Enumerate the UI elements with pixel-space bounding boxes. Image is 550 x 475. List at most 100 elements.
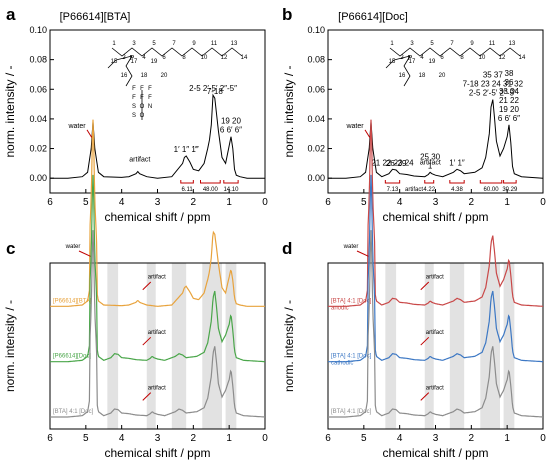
hexyl-arm bbox=[385, 55, 411, 69]
annotation-arrow bbox=[420, 392, 430, 401]
alkyl-chain bbox=[111, 47, 243, 57]
annotation-water: water bbox=[343, 244, 359, 250]
peak-label: 1′ 1″ bbox=[449, 158, 465, 167]
shaded-region bbox=[424, 263, 434, 429]
integral-value: 30.29 bbox=[502, 187, 518, 193]
alkyl-chain bbox=[389, 47, 521, 57]
peak-label: 2-5 2′-5′ 2″-5″ bbox=[469, 89, 517, 98]
series-sublabel: cathodic bbox=[331, 361, 353, 367]
series-label: [BTA] 4:1 [Doc] bbox=[331, 354, 372, 360]
peak-label: 21 22 bbox=[499, 96, 520, 105]
atom-number: 12 bbox=[221, 55, 228, 61]
phosphorus-atom: P bbox=[130, 55, 135, 62]
peak-label: 33 34 bbox=[499, 87, 520, 96]
x-tick-label: 3 bbox=[155, 433, 161, 444]
anion-atom: N bbox=[148, 104, 152, 110]
y-tick-label: 0.00 bbox=[307, 173, 325, 183]
panel-letter: d bbox=[282, 239, 292, 258]
atom-number: 3 bbox=[410, 41, 414, 47]
x-tick-label: 0 bbox=[262, 197, 268, 208]
peak-label: water bbox=[345, 123, 364, 130]
anion-atom: S bbox=[132, 104, 136, 110]
anion-atom: F bbox=[132, 95, 136, 101]
y-tick-label: 0.02 bbox=[29, 144, 47, 154]
integral-bracket bbox=[503, 180, 517, 184]
x-tick-label: 1 bbox=[504, 197, 510, 208]
series-label: [BTA] 4:1 [Doc] bbox=[331, 409, 372, 415]
integral-value: 4.38 bbox=[451, 187, 463, 193]
atom-number: 6 bbox=[440, 55, 444, 61]
x-tick-label: 3 bbox=[155, 197, 161, 208]
integral-value: 6.11 bbox=[181, 187, 193, 193]
y-axis-label: norm. intensity / - bbox=[282, 300, 296, 392]
atom-number: 14 bbox=[519, 55, 526, 61]
peak-label: 36 bbox=[505, 78, 514, 87]
shaded-region bbox=[503, 263, 515, 429]
y-axis-label: norm. intensity / - bbox=[3, 300, 17, 392]
x-tick-label: 5 bbox=[83, 433, 89, 444]
peak-label: 2-5 2′-5′ 2″-5″ bbox=[189, 84, 237, 93]
peak-label: water bbox=[67, 123, 86, 130]
x-tick-label: 2 bbox=[191, 197, 197, 208]
x-tick-label: 5 bbox=[361, 197, 367, 208]
phosphorus-atom: P bbox=[408, 55, 413, 62]
peak-label: 6 6′ 6″ bbox=[498, 114, 520, 123]
panel-d: d 6 5 4 3 2 1 0 chemical shift / ppm norm. intens… bbox=[282, 119, 546, 460]
x-tick-label: 3 bbox=[433, 197, 439, 208]
bta-anion: F F FF F FS O NS O bbox=[132, 86, 152, 120]
integral-bracket bbox=[424, 180, 435, 184]
annotation-water: water bbox=[65, 244, 81, 250]
atom-number: 7 bbox=[172, 41, 176, 47]
panel-letter: c bbox=[6, 239, 15, 258]
atom-number: 7 bbox=[450, 41, 454, 47]
atom-number: 16 bbox=[399, 73, 406, 79]
peak-label: 1′ 1″ 1‴ bbox=[174, 145, 199, 154]
peak-label: 25 30 bbox=[420, 152, 441, 161]
annotation-arrow bbox=[142, 281, 152, 291]
x-tick-label: 4 bbox=[397, 197, 403, 208]
shaded-region bbox=[480, 263, 500, 429]
x-tick-label: 2 bbox=[469, 433, 475, 444]
integral-bracket bbox=[479, 180, 503, 184]
x-tick-label: 1 bbox=[226, 197, 232, 208]
integral-value: 14.10 bbox=[223, 187, 239, 193]
annotation-artifact: artifact bbox=[148, 330, 166, 336]
x-tick-label: 6 bbox=[325, 197, 331, 208]
y-tick-label: 0.10 bbox=[29, 25, 47, 35]
x-axis-label: chemical shift / ppm bbox=[382, 210, 488, 224]
x-tick-label: 6 bbox=[325, 433, 331, 444]
atom-number: 4 bbox=[142, 55, 146, 61]
peak-label: 1 bbox=[428, 161, 433, 170]
y-axis-label: norm. intensity / - bbox=[3, 65, 17, 157]
atom-number: 5 bbox=[430, 41, 434, 47]
peak-label: 7-18 23 24 31 32 bbox=[463, 80, 524, 89]
x-tick-label: 1 bbox=[504, 433, 510, 444]
hexyl-arm bbox=[403, 55, 411, 87]
atom-number: 13 bbox=[231, 41, 238, 47]
peak-label: 35 37 bbox=[483, 71, 504, 80]
spectrum-line bbox=[50, 119, 265, 307]
annotation-artifact: artifact bbox=[148, 385, 166, 391]
integral-bracket bbox=[180, 180, 194, 184]
x-tick-label: 4 bbox=[119, 197, 125, 208]
annotation-arrow bbox=[142, 336, 152, 346]
hexyl-arm bbox=[107, 55, 133, 69]
annotation-arrow bbox=[420, 336, 430, 346]
panel-letter: a bbox=[6, 5, 16, 24]
atom-number: 12 bbox=[499, 55, 506, 61]
atom-number: 6 bbox=[162, 55, 166, 61]
anion-atom: F bbox=[148, 95, 152, 101]
anion-atom: S bbox=[132, 113, 136, 119]
y-tick-label: 0.08 bbox=[307, 55, 325, 65]
spectrum-line bbox=[328, 230, 543, 418]
annotation-artifact: artifact bbox=[426, 275, 444, 281]
atom-number: 3 bbox=[132, 41, 136, 47]
peak-label: 19 20 bbox=[499, 105, 520, 114]
atom-number: 5 bbox=[152, 41, 156, 47]
x-tick-label: 2 bbox=[469, 197, 475, 208]
x-tick-label: 0 bbox=[540, 197, 546, 208]
spectrum-line bbox=[50, 93, 265, 179]
